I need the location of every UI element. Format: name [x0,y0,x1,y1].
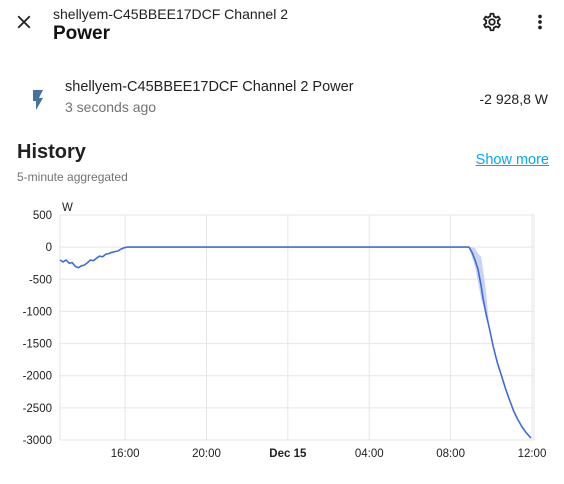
show-more-link[interactable]: Show more [475,152,549,168]
y-axis-unit: W [62,202,73,214]
more-options-button[interactable] [524,6,556,38]
close-button[interactable] [8,6,40,38]
entity-state: -2 928,8 W [479,91,548,107]
entity-name: shellyem-C45BBEE17DCF Channel 2 Power [65,79,354,95]
dots-vertical-icon [538,14,542,30]
y-tick-label: 0 [46,242,52,254]
y-tick-label: -3000 [23,435,52,447]
x-tick-label: 20:00 [192,448,221,460]
y-tick-label: -500 [29,274,52,286]
x-tick-label: 04:00 [355,448,384,460]
y-tick-label: -1500 [23,339,52,351]
close-icon [17,15,31,29]
y-tick-label: -1000 [23,306,52,318]
y-tick-label: -2000 [23,371,52,383]
history-subtitle: 5-minute aggregated [17,170,128,184]
entity-last-changed: 3 seconds ago [65,99,157,115]
x-tick-label: 12:00 [518,448,547,460]
settings-button[interactable] [476,6,508,38]
x-tick-label: 08:00 [436,448,465,460]
flash-icon [26,88,50,112]
gear-icon [483,12,501,32]
history-title: History [17,141,86,163]
series-line [59,246,532,439]
dialog-subtitle: shellyem-C45BBEE17DCF Channel 2 [53,6,288,22]
x-tick-label: Dec 15 [269,448,307,460]
dialog-title: Power [53,23,111,44]
y-tick-label: -2500 [23,403,52,415]
history-chart: 500 0 -500 -1000 -1500 -2000 -2500 -3000 16:00 20… [23,202,547,460]
y-tick-label: 500 [33,210,52,222]
x-tick-label: 16:00 [111,448,140,460]
